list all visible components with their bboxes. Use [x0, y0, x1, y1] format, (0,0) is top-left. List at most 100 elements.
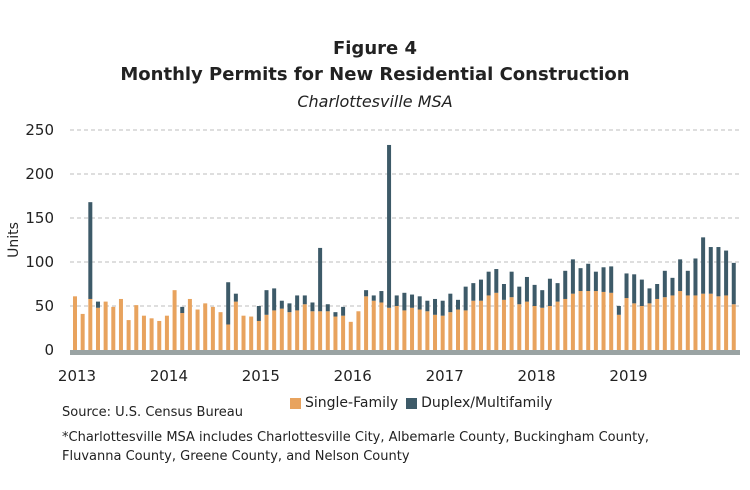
- bar-single-family: [662, 297, 667, 350]
- bar-single-family: [233, 301, 238, 350]
- bar-multifamily: [310, 302, 315, 312]
- bar-single-family: [371, 300, 376, 350]
- bar-multifamily: [88, 202, 93, 299]
- bar-single-family: [486, 295, 491, 350]
- bar-multifamily: [586, 263, 591, 292]
- bar-multifamily: [509, 271, 514, 298]
- x-tick-label: 2017: [426, 367, 464, 385]
- bar-single-family: [655, 298, 660, 350]
- bar-single-family: [425, 311, 430, 350]
- bar-multifamily: [555, 283, 560, 302]
- bar-single-family: [456, 309, 460, 350]
- figure-label: Figure 4: [332, 38, 418, 59]
- chart-title: Monthly Permits for New Residential Cons…: [120, 64, 630, 85]
- bar-single-family: [593, 291, 598, 350]
- bar-multifamily: [226, 282, 231, 325]
- bar-multifamily: [601, 267, 606, 292]
- bar-multifamily: [463, 286, 468, 311]
- bar-single-family: [73, 296, 77, 350]
- bar-single-family: [394, 306, 399, 350]
- bar-single-family: [180, 313, 185, 350]
- x-tick-label: 2014: [150, 367, 188, 385]
- bar-multifamily: [593, 271, 598, 292]
- bar-single-family: [302, 304, 307, 350]
- bar-multifamily: [333, 312, 338, 317]
- bar-multifamily: [302, 295, 307, 305]
- bar-multifamily: [233, 293, 238, 302]
- bar-single-family: [532, 306, 537, 350]
- bar-single-family: [88, 298, 93, 350]
- bar-single-family: [348, 321, 353, 350]
- bar-multifamily: [708, 247, 713, 294]
- bar-multifamily: [272, 288, 277, 311]
- bar-multifamily: [287, 303, 292, 313]
- bar-single-family: [731, 304, 736, 350]
- bar-single-family: [632, 303, 637, 350]
- bar-multifamily: [494, 269, 499, 293]
- legend: Single-Family Duplex/Multifamily: [290, 395, 560, 411]
- bar-multifamily: [540, 290, 545, 308]
- bar-single-family: [410, 307, 415, 350]
- bar-multifamily: [731, 262, 736, 305]
- bar-multifamily: [279, 300, 284, 309]
- bar-multifamily: [256, 306, 261, 321]
- bar-single-family: [287, 312, 292, 350]
- bar-single-family: [517, 304, 522, 350]
- bar-multifamily: [379, 291, 384, 303]
- bar-multifamily: [724, 250, 729, 296]
- bar-single-family: [310, 311, 315, 350]
- bar-single-family: [463, 310, 468, 350]
- legend-item-multifamily: Duplex/Multifamily: [406, 395, 552, 411]
- bar-single-family: [295, 310, 300, 350]
- bar-single-family: [616, 314, 621, 350]
- chart-subtitle: Charlottesville MSA: [297, 92, 453, 111]
- bar-single-family: [318, 311, 323, 350]
- bar-single-family: [134, 305, 139, 350]
- bar-single-family: [586, 291, 591, 350]
- bar-multifamily: [563, 270, 568, 299]
- bar-single-family: [440, 315, 445, 350]
- bar-multifamily: [662, 270, 667, 298]
- bar-multifamily: [716, 247, 721, 297]
- bar-multifamily: [433, 298, 438, 315]
- bar-single-family: [187, 298, 192, 350]
- bar-multifamily: [341, 306, 346, 316]
- bar-single-family: [524, 301, 529, 350]
- legend-label-single-family: Single-Family: [305, 395, 399, 411]
- bar-single-family: [256, 320, 261, 350]
- bar-multifamily: [517, 286, 522, 305]
- bar-single-family: [95, 307, 100, 350]
- bar-single-family: [678, 291, 683, 350]
- bar-single-family: [724, 295, 729, 350]
- bar-single-family: [609, 292, 614, 350]
- bar-single-family: [325, 311, 330, 350]
- bar-single-family: [157, 320, 162, 350]
- bar-multifamily: [371, 295, 376, 301]
- bar-single-family: [226, 324, 231, 350]
- bar-single-family: [670, 295, 675, 350]
- bar-multifamily: [655, 284, 660, 299]
- bar-single-family: [478, 300, 483, 350]
- y-tick-label: 100: [25, 253, 54, 271]
- bar-single-family: [241, 315, 246, 350]
- bar-multifamily: [486, 271, 491, 296]
- bar-single-family: [563, 298, 568, 350]
- bar-single-family: [379, 302, 384, 350]
- bar-single-family: [417, 309, 422, 350]
- bar-single-family: [218, 312, 223, 350]
- bar-multifamily: [678, 259, 683, 292]
- bar-single-family: [701, 293, 706, 350]
- bar-multifamily: [524, 276, 529, 302]
- bar-multifamily: [95, 301, 100, 308]
- x-tick-label: 2016: [334, 367, 372, 385]
- bar-multifamily: [471, 283, 476, 301]
- bar-single-family: [501, 299, 506, 350]
- bar-single-family: [103, 301, 108, 350]
- bar-single-family: [272, 310, 277, 350]
- bar-multifamily: [394, 295, 399, 306]
- y-tick-label: 150: [25, 209, 54, 227]
- bar-single-family: [195, 309, 200, 350]
- bar-multifamily: [570, 259, 575, 294]
- bar-single-family: [172, 290, 177, 350]
- legend-label-multifamily: Duplex/Multifamily: [421, 395, 553, 411]
